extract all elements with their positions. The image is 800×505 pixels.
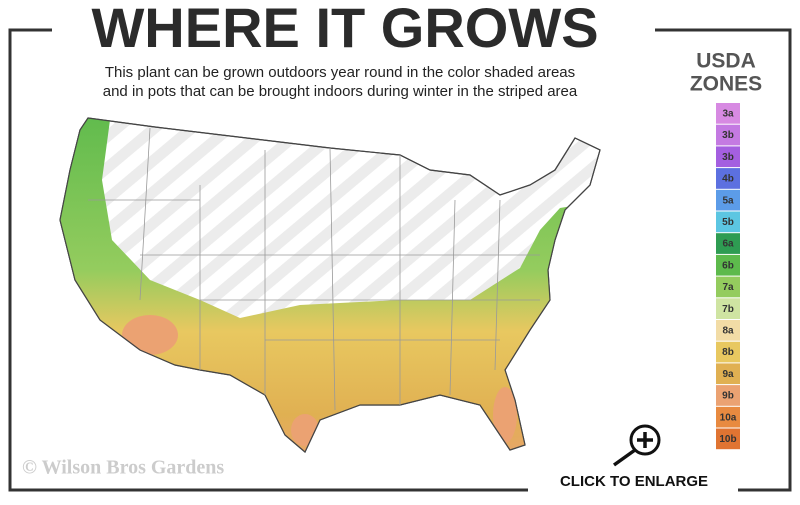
title: WHERE IT GROWS — [91, 0, 598, 59]
legend-label: 4b — [722, 174, 734, 185]
legend-swatch — [716, 298, 740, 319]
legend-label: 10b — [719, 434, 736, 445]
legend-label: 5a — [722, 195, 734, 206]
map — [59, 117, 601, 453]
legend-label: 10a — [720, 412, 737, 423]
legend-swatch — [716, 211, 740, 233]
legend-swatch — [716, 341, 740, 363]
legend-swatch — [716, 189, 740, 211]
magnifier-icon — [612, 432, 653, 467]
legend-swatch — [716, 363, 740, 385]
enlarge-label[interactable]: CLICK TO ENLARGE — [560, 473, 708, 490]
legend-label: 3b — [722, 152, 734, 163]
legend-swatch — [716, 276, 740, 298]
legend-label: 7a — [722, 282, 734, 293]
legend-swatch — [716, 146, 740, 168]
legend-title: USDA — [696, 50, 756, 73]
copyright: © Wilson Bros Gardens — [22, 457, 224, 479]
legend-label: 3b — [722, 130, 734, 141]
legend-label: 9b — [722, 391, 734, 402]
frame — [8, 28, 792, 492]
legend-label: 9a — [722, 369, 734, 380]
legend-label: 8b — [722, 347, 734, 358]
legend-label: 3a — [722, 108, 734, 119]
legend-swatch — [716, 103, 740, 124]
enlarge-button[interactable]: CLICK TO ENLARGE — [560, 424, 708, 490]
legend-swatch — [716, 168, 740, 189]
legend-swatch — [716, 124, 740, 146]
legend-swatch — [716, 233, 740, 254]
legend-title: ZONES — [690, 73, 762, 96]
subtitle: and in pots that can be brought indoors … — [103, 83, 578, 100]
legend-swatch — [716, 406, 740, 428]
subtitle: This plant can be grown outdoors year ro… — [105, 64, 575, 81]
legend-swatch — [716, 320, 740, 341]
legend-swatch — [716, 385, 740, 406]
legend-label: 7b — [722, 304, 734, 315]
legend-swatch — [716, 254, 740, 276]
legend-label: 5b — [722, 217, 734, 228]
legend-label: 6b — [722, 260, 734, 271]
legend-swatch — [716, 428, 740, 450]
legend-label: 6a — [722, 239, 734, 250]
legend: 3a 3b 3b 4b 5a 5b 6a 6b 7a 7b 8a 8b 9a 9b 10a 10b — [716, 103, 740, 450]
legend-label: 8a — [722, 325, 734, 336]
